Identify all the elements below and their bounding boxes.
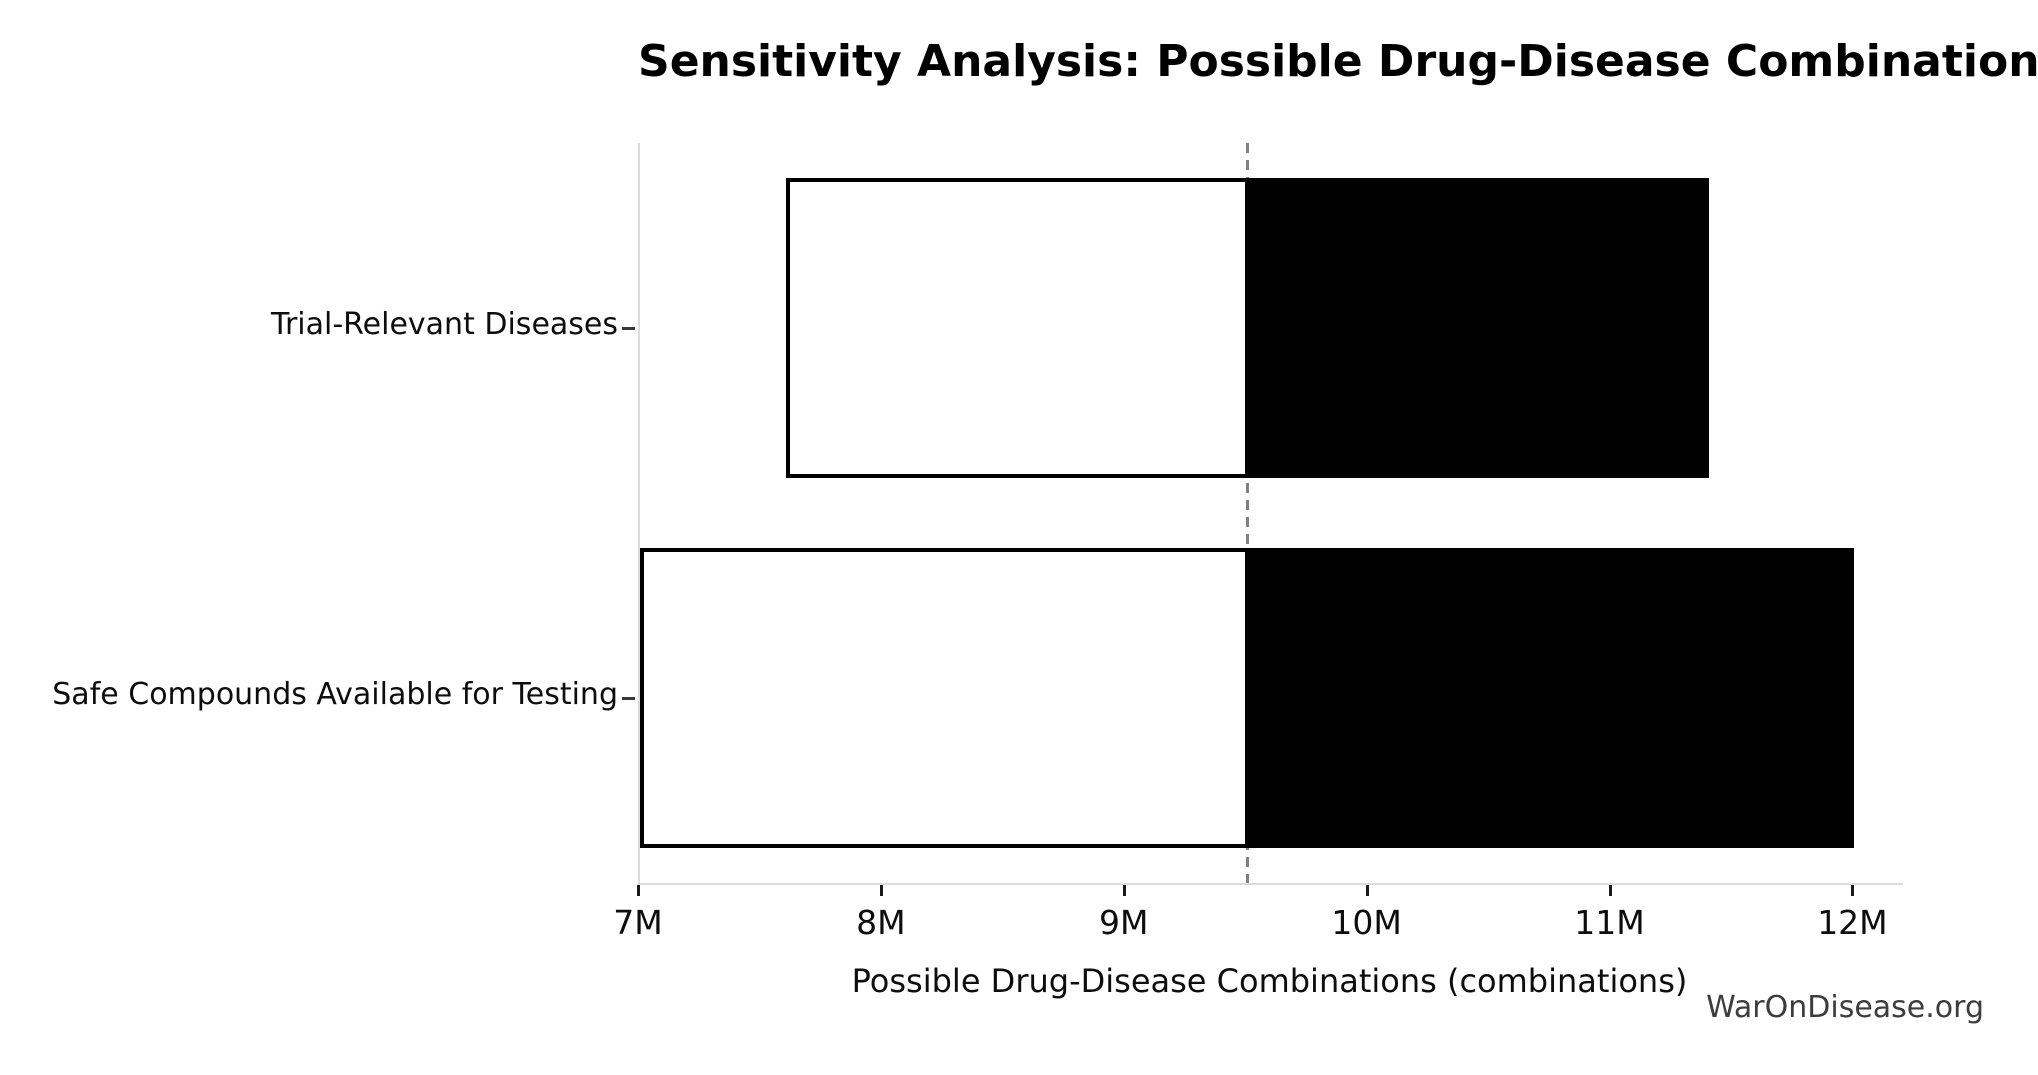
baseline-dashed-line <box>1245 143 1249 883</box>
bar-low-segment <box>640 548 1250 848</box>
x-axis-tick-label: 10M <box>1331 903 1402 942</box>
x-axis-tick <box>879 885 883 896</box>
x-axis-label: Possible Drug-Disease Combinations (comb… <box>851 962 1688 1000</box>
plot-area <box>638 143 1903 885</box>
y-axis-tick <box>622 696 635 700</box>
y-axis-category-label: Safe Compounds Available for Testing <box>52 677 618 712</box>
x-axis-tick <box>637 885 640 896</box>
x-axis-tick <box>1365 885 1369 896</box>
bar-high-segment <box>1247 548 1855 848</box>
bar-low-segment <box>785 178 1250 478</box>
y-axis-category-label: Trial-Relevant Diseases <box>271 307 618 342</box>
x-axis-tick-label: 7M <box>613 903 663 942</box>
x-axis-tick <box>1608 885 1612 896</box>
x-axis-tick <box>1851 885 1855 896</box>
x-axis-tick-label: 8M <box>856 903 906 942</box>
x-axis-tick-label: 12M <box>1817 903 1888 942</box>
x-axis-tick <box>1122 885 1126 896</box>
watermark: WarOnDisease.org <box>1706 990 1984 1025</box>
bar-high-segment <box>1247 178 1709 478</box>
y-axis-tick <box>622 326 635 330</box>
x-axis-tick-label: 11M <box>1574 903 1645 942</box>
x-axis-tick-label: 9M <box>1099 903 1149 942</box>
chart-title: Sensitivity Analysis: Possible Drug-Dise… <box>638 36 2038 87</box>
